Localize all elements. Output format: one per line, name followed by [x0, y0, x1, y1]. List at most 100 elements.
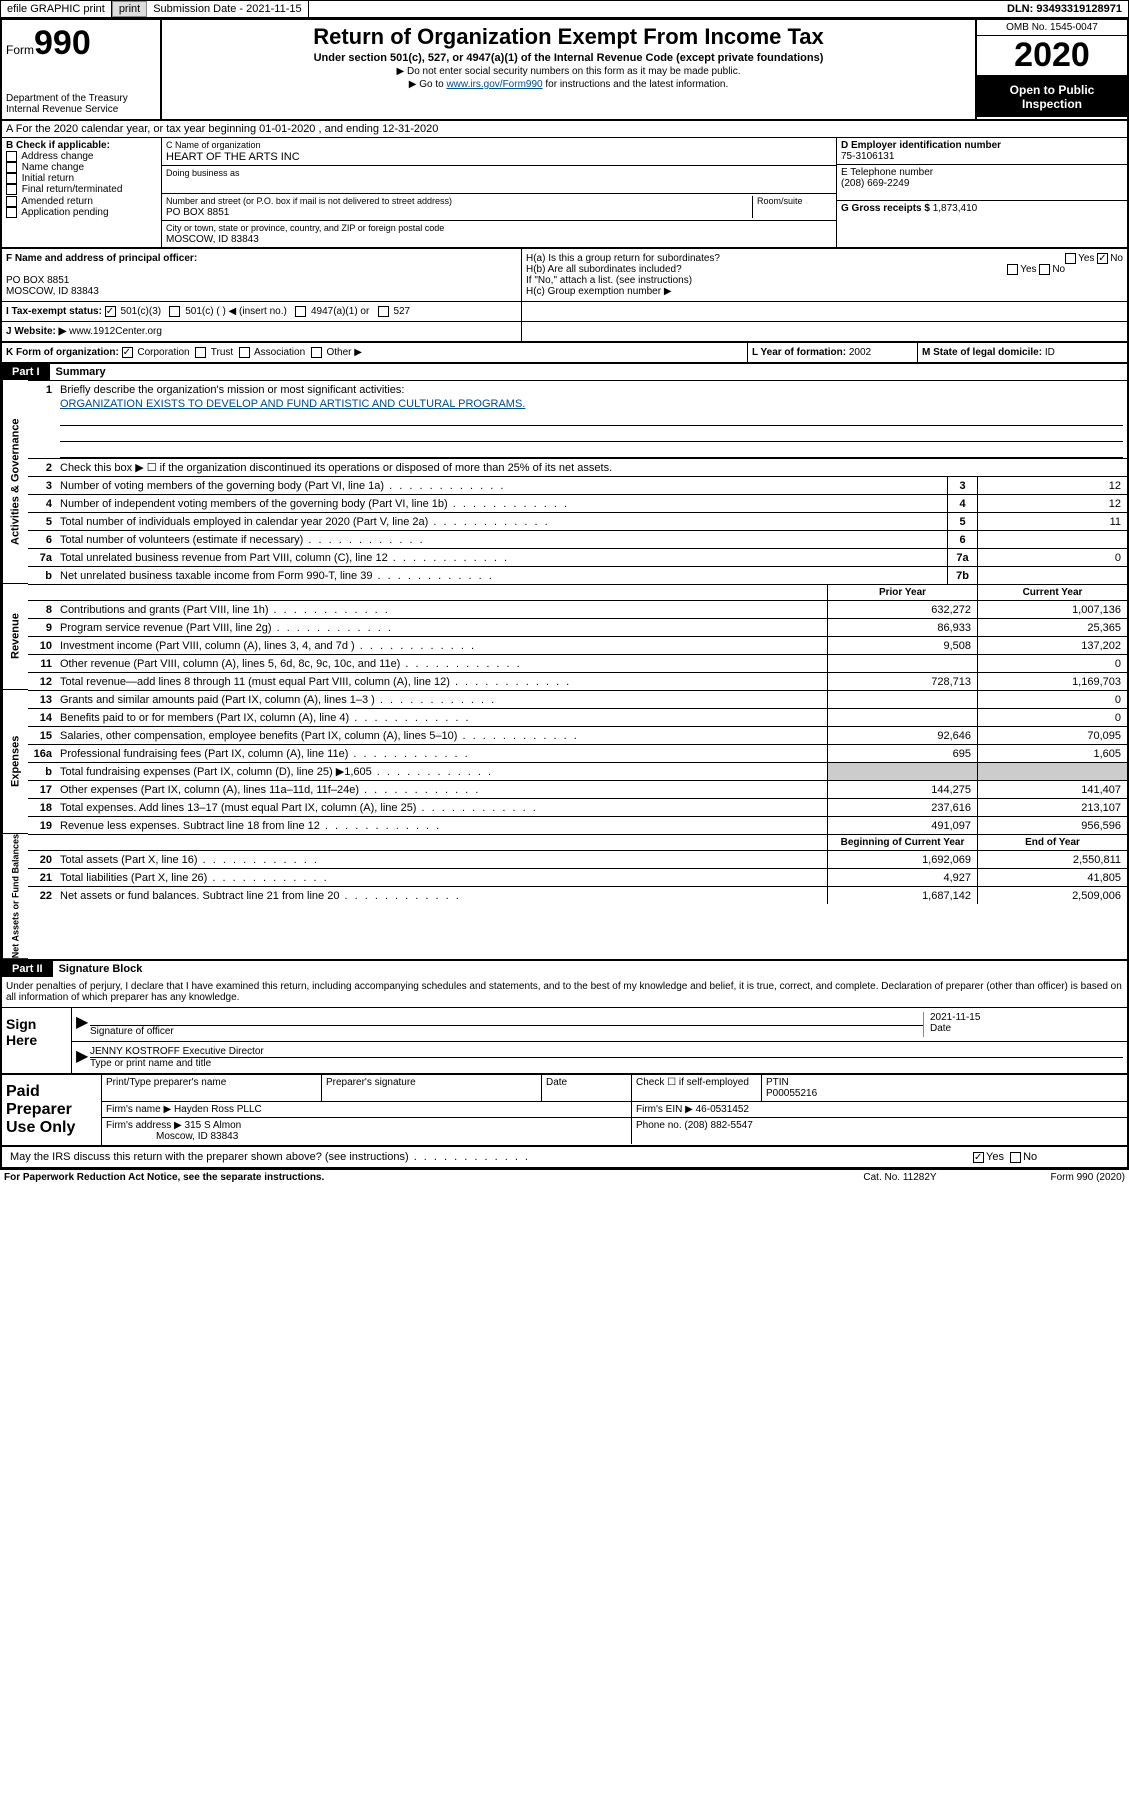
line-text: Total assets (Part X, line 16)	[56, 853, 827, 867]
efile-label: efile GRAPHIC print	[1, 1, 112, 17]
col-b-checkboxes: B Check if applicable: Address change Na…	[2, 138, 162, 247]
beg-year-hdr: Beginning of Current Year	[827, 835, 977, 850]
prep-date-hdr: Date	[542, 1075, 632, 1101]
perjury-statement: Under penalties of perjury, I declare th…	[2, 977, 1127, 1007]
gov-value	[977, 567, 1127, 584]
omb-number: OMB No. 1545-0047	[977, 20, 1127, 36]
line-text: Total revenue—add lines 8 through 11 (mu…	[56, 675, 827, 689]
prior-value: 728,713	[827, 673, 977, 690]
goto-note: ▶ Go to www.irs.gov/Form990 for instruct…	[170, 79, 967, 90]
irs-link[interactable]: www.irs.gov/Form990	[446, 79, 542, 90]
part2-header: Part IISignature Block	[2, 961, 1127, 977]
gov-line-text: Total number of individuals employed in …	[56, 515, 947, 529]
line-text: Other expenses (Part IX, column (A), lin…	[56, 783, 827, 797]
website-value: www.1912Center.org	[69, 326, 162, 337]
ssn-note: ▶ Do not enter social security numbers o…	[170, 66, 967, 77]
prior-value: 491,097	[827, 817, 977, 834]
sig-date: 2021-11-15	[930, 1012, 980, 1023]
checkbox-item[interactable]: Initial return	[6, 173, 157, 184]
col-d-ein: D Employer identification number75-31061…	[837, 138, 1127, 247]
part1-header: Part ISummary	[2, 364, 1127, 380]
dln-label: DLN: 93493319128971	[1001, 1, 1128, 17]
col-c-org: C Name of organizationHEART OF THE ARTS …	[162, 138, 837, 247]
prior-value: 92,646	[827, 727, 977, 744]
prior-value: 695	[827, 745, 977, 762]
current-value: 141,407	[977, 781, 1127, 798]
gov-value	[977, 531, 1127, 548]
current-value: 137,202	[977, 637, 1127, 654]
current-value: 0	[977, 691, 1127, 708]
checkbox-item[interactable]: Final return/terminated	[6, 184, 157, 195]
checkbox-item[interactable]: Amended return	[6, 196, 157, 207]
gross-receipts: 1,873,410	[933, 203, 978, 214]
current-value: 213,107	[977, 799, 1127, 816]
prior-value	[827, 655, 977, 672]
telephone: (208) 669-2249	[841, 178, 909, 189]
prior-value: 9,508	[827, 637, 977, 654]
current-value: 0	[977, 709, 1127, 726]
ptin-value: P00055216	[766, 1088, 817, 1099]
vtab-revenue: Revenue	[2, 584, 28, 690]
vtab-netassets: Net Assets or Fund Balances	[2, 834, 28, 959]
prior-year-hdr: Prior Year	[827, 585, 977, 600]
current-value: 41,805	[977, 869, 1127, 886]
current-value: 0	[977, 655, 1127, 672]
checkbox-item[interactable]: Application pending	[6, 207, 157, 218]
form-of-org: K Form of organization: Corporation Trus…	[2, 343, 747, 362]
prep-self-hdr: Check ☐ if self-employed	[632, 1075, 762, 1101]
prior-value: 4,927	[827, 869, 977, 886]
line2-label: Check this box ▶ ☐ if the organization d…	[56, 460, 1127, 475]
gov-line-text: Number of independent voting members of …	[56, 497, 947, 511]
current-value: 1,169,703	[977, 673, 1127, 690]
checkbox-item[interactable]: Name change	[6, 162, 157, 173]
current-value: 2,509,006	[977, 887, 1127, 904]
prior-value: 632,272	[827, 601, 977, 618]
current-value: 956,596	[977, 817, 1127, 834]
line-text: Other revenue (Part VIII, column (A), li…	[56, 657, 827, 671]
prep-sig-hdr: Preparer's signature	[322, 1075, 542, 1101]
line-text: Total expenses. Add lines 13–17 (must eq…	[56, 801, 827, 815]
firm-phone: (208) 882-5547	[684, 1120, 752, 1131]
current-value	[977, 763, 1127, 780]
gov-value: 12	[977, 477, 1127, 494]
top-toolbar: efile GRAPHIC print print Submission Dat…	[0, 0, 1129, 18]
current-value: 2,550,811	[977, 851, 1127, 868]
prior-value	[827, 763, 977, 780]
print-button[interactable]: print	[112, 1, 147, 17]
line-text: Investment income (Part VIII, column (A)…	[56, 639, 827, 653]
submission-date: Submission Date - 2021-11-15	[147, 1, 308, 17]
line-text: Benefits paid to or for members (Part IX…	[56, 711, 827, 725]
gov-line-text: Total number of volunteers (estimate if …	[56, 533, 947, 547]
line-text: Contributions and grants (Part VIII, lin…	[56, 603, 827, 617]
gov-value: 11	[977, 513, 1127, 530]
firm-addr2: Moscow, ID 83843	[156, 1131, 238, 1142]
form-number: Form990	[6, 24, 156, 63]
officer-sig-label: Signature of officer	[90, 1026, 174, 1037]
website-row: J Website: ▶ www.1912Center.org	[2, 322, 522, 341]
current-year-hdr: Current Year	[977, 585, 1127, 600]
current-value: 70,095	[977, 727, 1127, 744]
line-text: Total liabilities (Part X, line 26)	[56, 871, 827, 885]
gov-line-text: Number of voting members of the governin…	[56, 479, 947, 493]
vtab-governance: Activities & Governance	[2, 380, 28, 584]
prior-value: 1,692,069	[827, 851, 977, 868]
form-990: Form990 Department of the Treasury Inter…	[0, 18, 1129, 1169]
prep-name-hdr: Print/Type preparer's name	[102, 1075, 322, 1101]
state-domicile: M State of legal domicile: ID	[917, 343, 1127, 362]
checkbox-item[interactable]: Address change	[6, 151, 157, 162]
gov-value: 12	[977, 495, 1127, 512]
sign-here-label: Sign Here	[2, 1008, 72, 1073]
prior-value	[827, 691, 977, 708]
line-text: Total fundraising expenses (Part IX, col…	[56, 764, 827, 779]
line-text: Grants and similar amounts paid (Part IX…	[56, 693, 827, 707]
dept-treasury: Department of the Treasury Internal Reve…	[6, 93, 156, 115]
prior-value: 237,616	[827, 799, 977, 816]
line-text: Revenue less expenses. Subtract line 18 …	[56, 819, 827, 833]
gov-line-text: Total unrelated business revenue from Pa…	[56, 551, 947, 565]
current-value: 25,365	[977, 619, 1127, 636]
prior-value: 1,687,142	[827, 887, 977, 904]
line-text: Net assets or fund balances. Subtract li…	[56, 889, 827, 903]
line1-label: Briefly describe the organization's miss…	[56, 383, 1127, 397]
mission-text[interactable]: ORGANIZATION EXISTS TO DEVELOP AND FUND …	[60, 398, 525, 410]
officer-name: JENNY KOSTROFF Executive Director	[90, 1046, 1123, 1058]
